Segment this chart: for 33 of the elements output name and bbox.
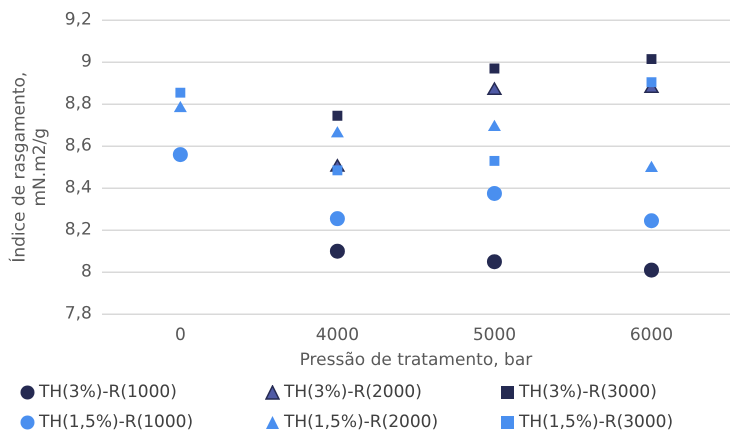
y-axis-title: Índice de rasgamento, mN.m2/g bbox=[8, 72, 50, 263]
legend-label: TH(3%)-R(3000) bbox=[519, 382, 657, 402]
point bbox=[489, 64, 500, 74]
y-tick-label: 7,8 bbox=[64, 304, 92, 324]
y-tick-label: 8,6 bbox=[64, 136, 92, 156]
point bbox=[486, 186, 502, 201]
x-axis-title: Pressão de tratamento, bar bbox=[300, 350, 532, 370]
x-tick-label: 6000 bbox=[630, 324, 674, 345]
y-tick-label: 8 bbox=[81, 262, 92, 282]
point bbox=[330, 244, 345, 259]
x-tick-label: 4000 bbox=[316, 324, 360, 345]
point bbox=[646, 77, 656, 88]
point bbox=[330, 211, 345, 226]
point bbox=[489, 156, 500, 166]
point bbox=[175, 88, 186, 98]
point bbox=[172, 147, 188, 162]
legend-label: TH(1,5%)-R(1000) bbox=[39, 412, 194, 432]
point bbox=[332, 110, 342, 121]
y-tick-label: 8,4 bbox=[64, 178, 92, 198]
y-tick-label: 9 bbox=[81, 52, 92, 72]
point bbox=[486, 254, 502, 270]
x-tick-label: 5000 bbox=[472, 324, 516, 345]
point bbox=[646, 54, 656, 64]
y-tick-label: 9,2 bbox=[64, 10, 92, 30]
point bbox=[644, 262, 659, 278]
y-tick-label: 8,2 bbox=[64, 220, 92, 240]
legend-label: TH(1,5%)-R(3000) bbox=[519, 412, 674, 432]
legend-label: TH(1,5%)-R(2000) bbox=[284, 412, 438, 432]
legend-label: TH(3%)-R(1000) bbox=[39, 382, 177, 402]
y-tick-label: 8,8 bbox=[64, 94, 92, 114]
x-tick-label: 0 bbox=[174, 324, 186, 345]
point bbox=[644, 213, 659, 228]
legend-label: TH(3%)-R(2000) bbox=[284, 382, 422, 402]
